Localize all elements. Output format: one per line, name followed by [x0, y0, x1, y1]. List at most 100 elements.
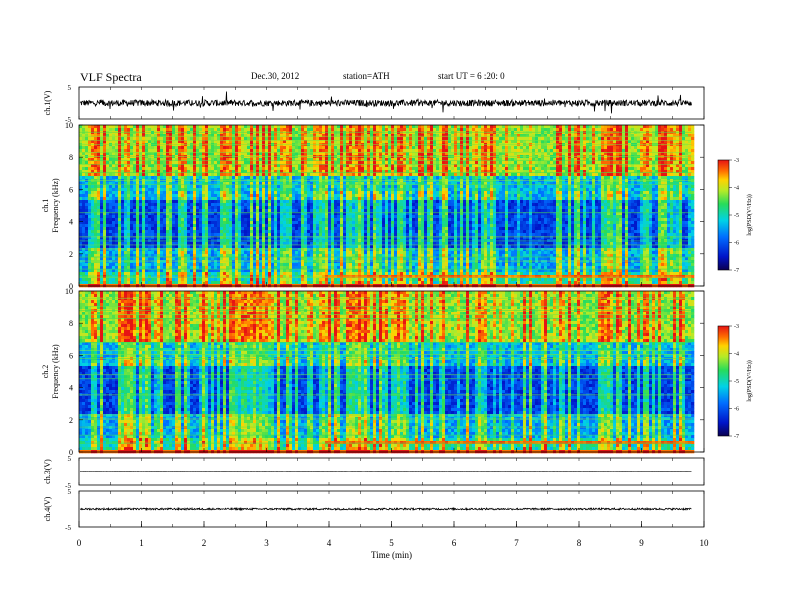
heatmap-cell [331, 227, 335, 231]
heatmap-cell [184, 152, 188, 156]
heatmap-cell [331, 149, 335, 153]
heatmap-cell [130, 185, 134, 189]
heatmap-cell [166, 161, 170, 165]
heatmap-cell [274, 137, 278, 141]
heatmap-cell [352, 197, 356, 201]
heatmap-cell [214, 257, 218, 261]
heatmap-cell [199, 236, 203, 240]
heatmap-cell [274, 164, 278, 168]
heatmap-cell [208, 131, 212, 135]
heatmap-cell [301, 269, 305, 273]
heatmap-cell [319, 197, 323, 201]
heatmap-cell [325, 257, 329, 261]
heatmap-cell [181, 281, 185, 285]
heatmap-cell [121, 224, 125, 228]
heatmap-cell [133, 254, 137, 258]
heatmap-cell [340, 281, 344, 285]
heatmap-cell [289, 221, 293, 225]
heatmap-cell [328, 251, 332, 255]
heatmap-cell [82, 272, 86, 276]
heatmap-cell [253, 140, 257, 144]
heatmap-cell [151, 203, 155, 207]
heatmap-cell [127, 254, 131, 258]
heatmap-cell [334, 260, 338, 264]
heatmap-cell [160, 251, 164, 255]
heatmap-cell [118, 125, 122, 129]
heatmap-cell [94, 134, 98, 138]
heatmap-cell [124, 173, 128, 177]
heatmap-cell [217, 173, 221, 177]
heatmap-cell [295, 146, 299, 150]
heatmap-cell [217, 176, 221, 180]
heatmap-cell [139, 263, 143, 267]
heatmap-cell [100, 131, 104, 135]
heatmap-cell [289, 161, 293, 165]
heatmap-cell [256, 137, 260, 141]
heatmap-cell [109, 176, 113, 180]
heatmap-cell [262, 251, 266, 255]
heatmap-cell [286, 281, 290, 285]
heatmap-cell [202, 134, 206, 138]
heatmap-cell [133, 218, 137, 222]
heatmap-cell [124, 140, 128, 144]
heatmap-cell [316, 170, 320, 174]
heatmap-cell [202, 173, 206, 177]
heatmap-cell [136, 164, 140, 168]
heatmap-cell [166, 140, 170, 144]
heatmap-cell [292, 182, 296, 186]
heatmap-cell [184, 188, 188, 192]
heatmap-cell [217, 263, 221, 267]
heatmap-cell [214, 266, 218, 270]
heatmap-cell [184, 278, 188, 282]
heatmap-cell [157, 221, 161, 225]
heatmap-cell [223, 158, 227, 162]
heatmap-cell [265, 173, 269, 177]
heatmap-cell [226, 125, 230, 129]
heatmap-cell [310, 131, 314, 135]
heatmap-cell [109, 167, 113, 171]
heatmap-cell [283, 185, 287, 189]
heatmap-cell [181, 257, 185, 261]
heatmap-cell [88, 215, 92, 219]
heatmap-cell [322, 221, 326, 225]
heatmap-cell [121, 170, 125, 174]
heatmap-cell [190, 167, 194, 171]
heatmap-cell [277, 167, 281, 171]
heatmap-cell [115, 161, 119, 165]
heatmap-cell [157, 170, 161, 174]
heatmap-cell [208, 266, 212, 270]
heatmap-cell [328, 140, 332, 144]
heatmap-cell [256, 200, 260, 204]
heatmap-cell [142, 275, 146, 279]
heatmap-cell [292, 275, 296, 279]
heatmap-cell [91, 248, 95, 252]
heatmap-cell [145, 131, 149, 135]
heatmap-cell [187, 176, 191, 180]
heatmap-cell [172, 257, 176, 261]
heatmap-cell [247, 230, 251, 234]
heatmap-cell [292, 227, 296, 231]
heatmap-cell [274, 236, 278, 240]
heatmap-cell [229, 194, 233, 198]
heatmap-cell [193, 227, 197, 231]
heatmap-cell [253, 128, 257, 132]
heatmap-cell [280, 224, 284, 228]
heatmap-cell [280, 197, 284, 201]
heatmap-cell [133, 194, 137, 198]
heatmap-cell [94, 197, 98, 201]
heatmap-cell [349, 260, 353, 264]
heatmap-cell [163, 125, 167, 129]
heatmap-cell [85, 185, 89, 189]
heatmap-cell [190, 134, 194, 138]
heatmap-cell [199, 248, 203, 252]
heatmap-cell [136, 263, 140, 267]
heatmap-cell [106, 212, 110, 216]
heatmap-cell [193, 152, 197, 156]
heatmap-cell [97, 209, 101, 213]
heatmap-cell [238, 215, 242, 219]
heatmap-cell [187, 257, 191, 261]
heatmap-cell [340, 242, 344, 246]
heatmap-cell [289, 176, 293, 180]
heatmap-cell [136, 269, 140, 273]
heatmap-cell [157, 233, 161, 237]
